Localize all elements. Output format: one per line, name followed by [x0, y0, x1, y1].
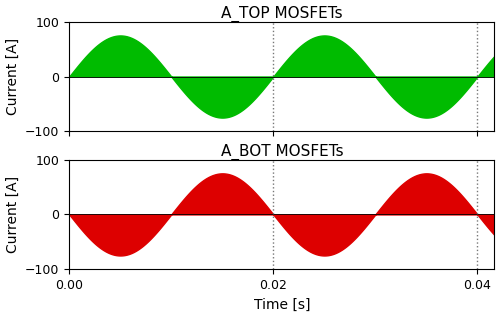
Y-axis label: Current [A]: Current [A] [6, 38, 20, 115]
Title: A_BOT MOSFETs: A_BOT MOSFETs [220, 144, 343, 160]
Title: A_TOP MOSFETs: A_TOP MOSFETs [221, 6, 342, 22]
X-axis label: Time [s]: Time [s] [254, 297, 310, 311]
Y-axis label: Current [A]: Current [A] [6, 176, 20, 253]
